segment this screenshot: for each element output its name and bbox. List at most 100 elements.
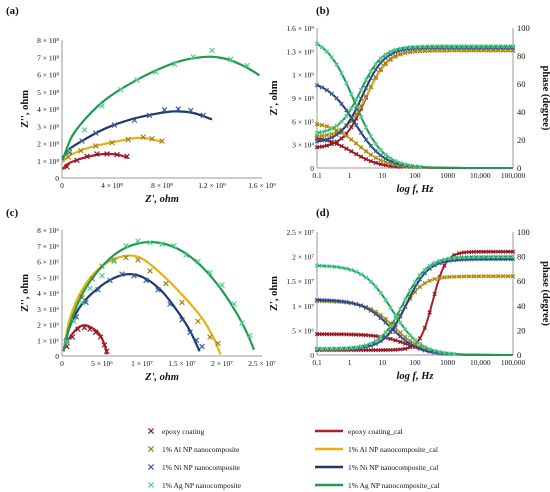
marker-stroke (422, 344, 428, 350)
marker-stroke (363, 137, 369, 142)
phase-marker-epoxy (402, 346, 408, 351)
impedance-marker-epoxy (349, 332, 354, 337)
marker-stroke (207, 334, 213, 340)
impedance-marker-epoxy (344, 146, 349, 151)
marker-ni (193, 337, 200, 344)
marker-stroke (471, 274, 477, 279)
marker-stroke (171, 61, 178, 67)
marker-stroke (324, 49, 330, 54)
legend-marker-epoxy (147, 427, 155, 435)
phase-marker-ag (500, 43, 506, 49)
marker-stroke (344, 80, 349, 86)
impedance-marker-ag (368, 279, 374, 284)
marker-stroke (456, 274, 462, 279)
marker-stroke (114, 151, 120, 158)
marker-stroke (344, 108, 349, 113)
marker-stroke (437, 275, 442, 281)
phase-marker-al (432, 276, 437, 282)
phase-marker-ag (510, 254, 516, 259)
phase-marker-ag (383, 52, 388, 57)
impedance-marker-ni (412, 344, 418, 349)
marker-stroke (334, 264, 339, 270)
marker-stroke (349, 115, 354, 121)
phase-marker-al (383, 61, 388, 67)
impedance-marker-ni (339, 299, 344, 304)
phase-marker-ni (314, 139, 320, 144)
phase-marker-ag (496, 254, 501, 259)
phase-marker-al (373, 75, 379, 81)
impedance-marker-epoxy (339, 332, 344, 337)
marker-stroke (324, 346, 330, 351)
marker-al (65, 154, 72, 160)
fit-line-epoxy (62, 324, 108, 355)
marker-ni (95, 287, 101, 293)
marker-stroke (339, 70, 344, 76)
impedance-marker-ag (373, 284, 379, 289)
marker-stroke (319, 331, 325, 337)
marker-stroke (324, 331, 330, 337)
fit-line-ag (61, 55, 261, 161)
phase-marker-al (471, 274, 477, 279)
y2-tick-label: 0 (517, 163, 521, 173)
phase-marker-epoxy (324, 143, 330, 148)
marker-stroke (111, 257, 117, 263)
phase-marker-al (491, 274, 496, 279)
phase-marker-ag (344, 113, 349, 119)
marker-stroke (398, 320, 403, 325)
marker-stroke (339, 332, 344, 337)
phase-marker-ag (422, 267, 428, 273)
marker-stroke (329, 264, 334, 269)
marker-stroke (373, 160, 379, 166)
phase-marker-epoxy (456, 251, 462, 256)
impedance-marker-ni (353, 122, 359, 128)
phase-marker-ag (334, 123, 339, 129)
marker-epoxy (87, 326, 93, 333)
phase-marker-ag (383, 330, 388, 335)
marker-ag (231, 301, 237, 307)
marker-ag (71, 318, 77, 325)
impedance-marker-ag (319, 44, 325, 50)
marker-al (149, 135, 155, 142)
phase-marker-ag (486, 254, 491, 259)
impedance-marker-ag (349, 267, 354, 273)
marker-stroke (378, 338, 383, 344)
phase-marker-epoxy (349, 124, 354, 130)
y-tick-label: 2 × 10⁸ (37, 140, 59, 149)
marker-epoxy (104, 151, 110, 157)
phase-marker-al (407, 49, 413, 55)
marker-stroke (334, 346, 339, 351)
marker-stroke (125, 136, 132, 143)
phase-marker-epoxy (407, 345, 413, 350)
phase-marker-ag (412, 44, 418, 50)
marker-stroke (349, 149, 354, 154)
impedance-marker-ag (412, 163, 418, 169)
phase-marker-ag (393, 316, 398, 321)
marker-stroke (215, 340, 221, 347)
marker-stroke (412, 163, 418, 169)
impedance-marker-ni (339, 101, 344, 107)
y-tick-label: 1.3 × 10⁹ (287, 47, 315, 56)
phase-marker-ag (510, 43, 516, 49)
phase-marker-al (422, 280, 428, 286)
phase-marker-ag (373, 61, 379, 67)
phase-marker-ag (378, 56, 383, 61)
marker-stroke (398, 347, 403, 352)
marker-stroke (94, 151, 100, 157)
phase-marker-epoxy (481, 249, 486, 254)
phase-marker-al (417, 284, 423, 290)
phase-marker-ag (422, 44, 428, 49)
marker-ag (159, 241, 165, 247)
impedance-marker-ni (417, 346, 423, 351)
marker-stroke (402, 297, 408, 302)
marker-stroke (349, 300, 354, 306)
marker-stroke (402, 162, 408, 167)
marker-stroke (219, 282, 225, 288)
phase-marker-ag (456, 43, 462, 49)
marker-stroke (147, 445, 155, 453)
phase-marker-ag (329, 126, 334, 131)
marker-stroke (101, 342, 108, 348)
x-tick-label: 10,000 (470, 358, 491, 367)
marker-stroke (329, 141, 334, 147)
phase-marker-ag (344, 345, 349, 351)
